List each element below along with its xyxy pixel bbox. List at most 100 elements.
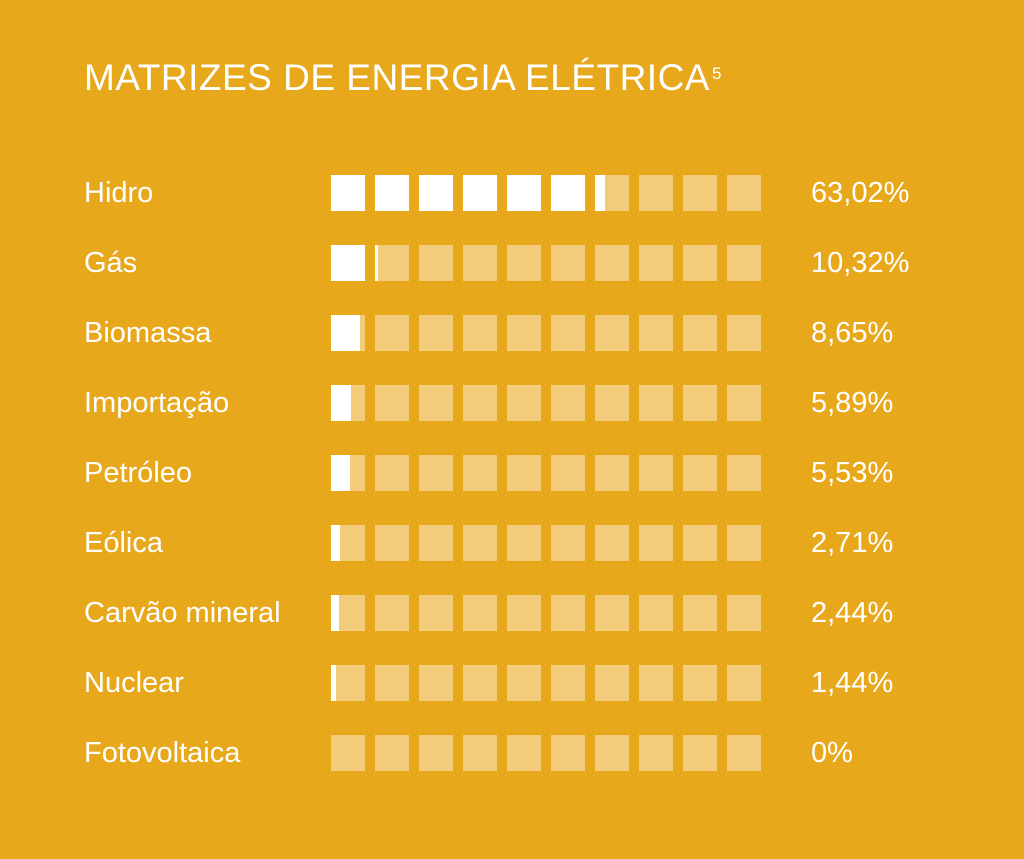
bar-fill [375,175,409,211]
bar-cell [639,385,673,421]
bar-cell [375,525,409,561]
bar-cell [683,735,717,771]
bar-cell [331,315,365,351]
bar-cell [727,175,761,211]
bar-cell [639,525,673,561]
bar-cell [639,595,673,631]
bar-cell [419,455,453,491]
bar-cell [551,455,585,491]
bar-cell [551,595,585,631]
bar-fill [551,175,585,211]
value-label: 5,89% [811,387,894,419]
bar-cell [683,385,717,421]
bar-cell [507,595,541,631]
title-footnote: 5 [711,64,722,83]
chart-row: Gás 10,32% [0,245,1024,281]
bar-cell [551,245,585,281]
bar-cell [507,175,541,211]
bar-cell [595,595,629,631]
bar-cell [683,455,717,491]
chart-row: Nuclear 1,44% [0,665,1024,701]
value-label: 63,02% [811,177,910,209]
bar-cell [683,665,717,701]
bar-fill [595,175,605,211]
bar-cell [639,315,673,351]
bar-cell [727,735,761,771]
bar [331,525,763,561]
bar-cell [375,735,409,771]
bar-cell [551,315,585,351]
bar-cell [463,525,497,561]
value-label: 5,53% [811,457,894,489]
bar-cell [419,595,453,631]
bar-cell [375,175,409,211]
chart-title-text: MATRIZES DE ENERGIA ELÉTRICA [84,57,710,98]
bar-fill [375,245,378,281]
bar-cell [507,245,541,281]
category-label: Importação [84,387,230,419]
bar-cell [551,525,585,561]
bar-cell [375,245,409,281]
chart-row: Petróleo 5,53% [0,455,1024,491]
chart-row: Importação 5,89% [0,385,1024,421]
bar-cell [507,455,541,491]
bar [331,245,763,281]
bar-cell [375,595,409,631]
bar-fill [463,175,497,211]
bar [331,595,763,631]
bar-cell [463,595,497,631]
bar [331,455,763,491]
bar-fill [331,385,351,421]
bar-cell [595,245,629,281]
bar-cell [463,175,497,211]
bar-cell [331,595,365,631]
bar-cell [375,315,409,351]
bar-cell [727,385,761,421]
bar-fill [331,245,365,281]
bar-cell [639,665,673,701]
value-label: 1,44% [811,667,894,699]
value-label: 0% [811,737,853,769]
bar-cell [375,665,409,701]
bar-cell [595,455,629,491]
bar [331,665,763,701]
bar-cell [683,595,717,631]
bar-cell [331,735,365,771]
bar-cell [463,315,497,351]
bar-cell [375,385,409,421]
category-label: Gás [84,247,138,279]
bar-cell [331,455,365,491]
bar-cell [419,525,453,561]
bar-cell [639,245,673,281]
bar-cell [727,595,761,631]
bar-cell [727,315,761,351]
value-label: 10,32% [811,247,910,279]
bar-cell [507,385,541,421]
bar-fill [331,595,339,631]
bar-cell [331,665,365,701]
bar-cell [727,525,761,561]
bar-cell [683,175,717,211]
bar-cell [419,735,453,771]
bar-fill [419,175,453,211]
bar-cell [595,175,629,211]
bar-cell [331,245,365,281]
bar-cell [507,665,541,701]
bar [331,315,763,351]
category-label: Hidro [84,177,154,209]
bar-cell [595,315,629,351]
category-label: Biomassa [84,317,212,349]
chart-row: Fotovoltaica 0% [0,735,1024,771]
value-label: 2,44% [811,597,894,629]
bar-cell [683,245,717,281]
category-label: Nuclear [84,667,184,699]
bar [331,735,763,771]
category-label: Eólica [84,527,163,559]
bar-cell [419,385,453,421]
bar-cell [595,735,629,771]
bar-cell [727,455,761,491]
chart-title: MATRIZES DE ENERGIA ELÉTRICA 5 [84,54,722,102]
bar-fill [331,315,360,351]
chart-row: Hidro 63,02% [0,175,1024,211]
